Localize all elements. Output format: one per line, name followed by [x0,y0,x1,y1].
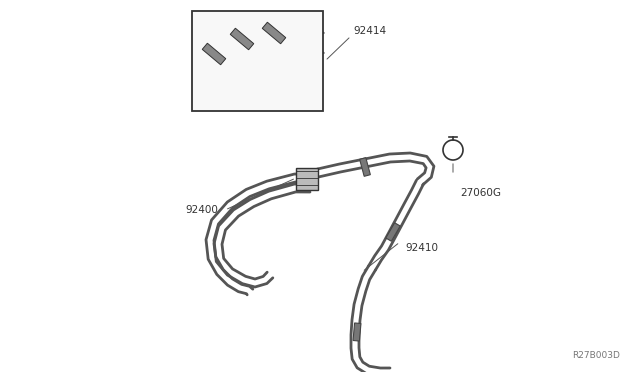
Bar [262,22,286,44]
Bar [386,223,400,241]
Bar [230,28,254,50]
Bar [202,43,226,65]
Bar [296,168,318,190]
Bar [353,323,361,341]
Bar [360,158,371,176]
Text: 27060G: 27060G [460,188,501,198]
Text: R27B003D: R27B003D [572,351,620,360]
Text: 92400: 92400 [185,205,218,215]
Bar [192,11,323,111]
Text: 92410: 92410 [405,243,438,253]
Text: 92414: 92414 [353,26,386,36]
